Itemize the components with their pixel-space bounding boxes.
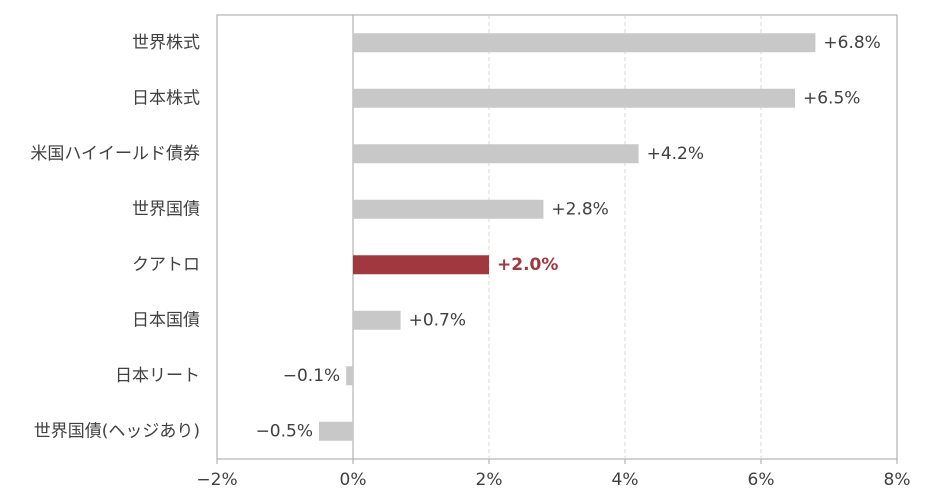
y-tick-label: 日本国債 bbox=[132, 310, 200, 330]
x-tick-label: 6% bbox=[748, 470, 775, 490]
bar bbox=[319, 421, 353, 441]
value-label: +4.2% bbox=[647, 144, 704, 164]
value-label: +6.5% bbox=[803, 88, 860, 108]
y-tick-label: 世界国債 bbox=[132, 199, 200, 219]
y-tick-label: 日本株式 bbox=[132, 88, 200, 108]
bar bbox=[353, 144, 639, 164]
y-tick-label: 世界国債(ヘッジあり) bbox=[34, 421, 200, 441]
value-label: +2.8% bbox=[551, 199, 608, 219]
bar bbox=[353, 310, 401, 330]
value-label: −0.1% bbox=[283, 366, 340, 386]
y-tick-label: 世界株式 bbox=[132, 33, 200, 53]
bar bbox=[353, 88, 795, 108]
value-label: +0.7% bbox=[409, 310, 466, 330]
bar bbox=[353, 33, 816, 53]
value-label: +2.0% bbox=[497, 255, 558, 275]
x-tick-label: 0% bbox=[340, 470, 367, 490]
value-label: −0.5% bbox=[256, 421, 313, 441]
bar bbox=[353, 255, 489, 275]
x-tick-label: 4% bbox=[612, 470, 639, 490]
plot-frame bbox=[216, 14, 898, 460]
y-tick-label: 米国ハイイールド債券 bbox=[30, 144, 200, 164]
y-tick-label: クアトロ bbox=[132, 255, 200, 275]
bar bbox=[353, 199, 544, 219]
y-tick-label: 日本リート bbox=[115, 366, 200, 386]
x-tick-label: −2% bbox=[196, 470, 237, 490]
x-tick-label: 8% bbox=[884, 470, 911, 490]
bar bbox=[346, 366, 353, 386]
x-tick-label: 2% bbox=[476, 470, 503, 490]
value-label: +6.8% bbox=[823, 33, 880, 53]
